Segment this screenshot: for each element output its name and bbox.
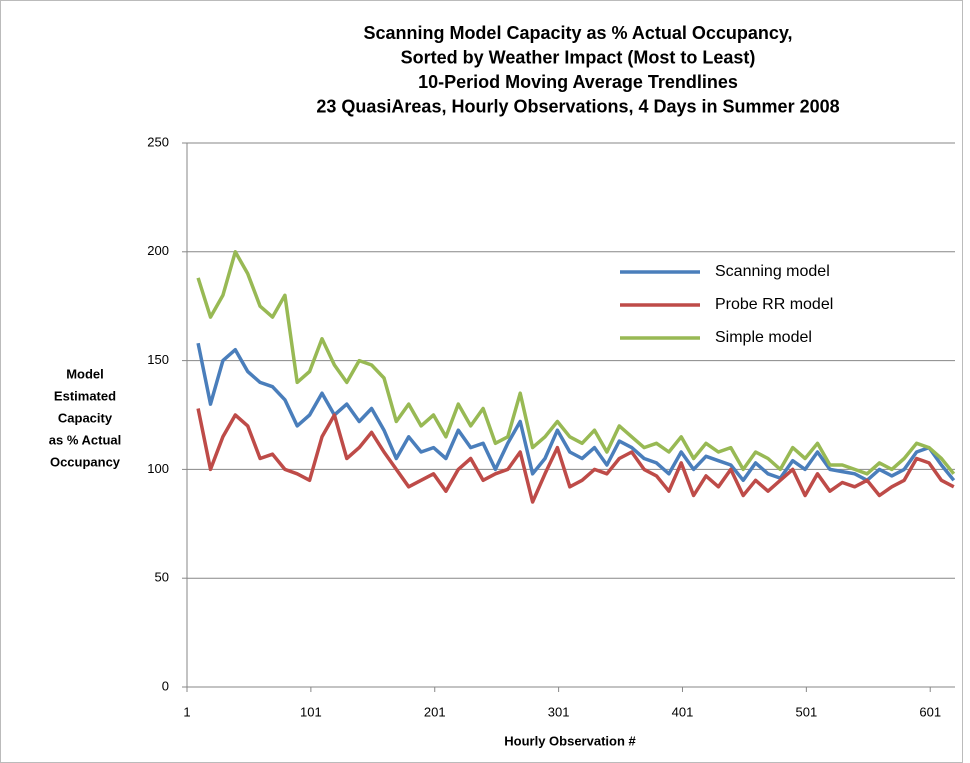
legend-label: Probe RR model [715, 296, 833, 313]
y-tick-label: 200 [147, 243, 169, 258]
x-tick-label: 401 [672, 704, 694, 719]
y-tick-label: 150 [147, 352, 169, 367]
series-line [196, 408, 955, 504]
y-tick-label: 100 [147, 461, 169, 476]
y-axis-title: as % Actual [49, 432, 122, 447]
legend-label: Simple model [715, 329, 812, 346]
legend-label: Scanning model [715, 263, 830, 280]
chart-title: 23 QuasiAreas, Hourly Observations, 4 Da… [316, 96, 839, 116]
y-axis-title: Model [66, 366, 104, 381]
x-tick-label: 301 [548, 704, 570, 719]
x-axis-title: Hourly Observation # [504, 733, 636, 748]
x-tick-label: 1 [183, 704, 190, 719]
y-axis-title: Capacity [58, 410, 113, 425]
chart-title: Sorted by Weather Impact (Most to Least) [401, 47, 756, 67]
chart-title: Scanning Model Capacity as % Actual Occu… [363, 23, 792, 43]
series-line [196, 250, 956, 476]
x-tick-label: 201 [424, 704, 446, 719]
x-tick-label: 501 [796, 704, 818, 719]
y-axis-title: Occupancy [50, 454, 121, 469]
y-tick-label: 250 [147, 134, 169, 149]
series-line [196, 342, 956, 483]
x-tick-label: 101 [300, 704, 322, 719]
y-tick-label: 0 [162, 678, 169, 693]
chart-title: 10-Period Moving Average Trendlines [418, 72, 738, 92]
x-tick-label: 601 [919, 704, 941, 719]
y-tick-label: 50 [155, 570, 169, 585]
y-axis-title: Estimated [54, 388, 116, 403]
